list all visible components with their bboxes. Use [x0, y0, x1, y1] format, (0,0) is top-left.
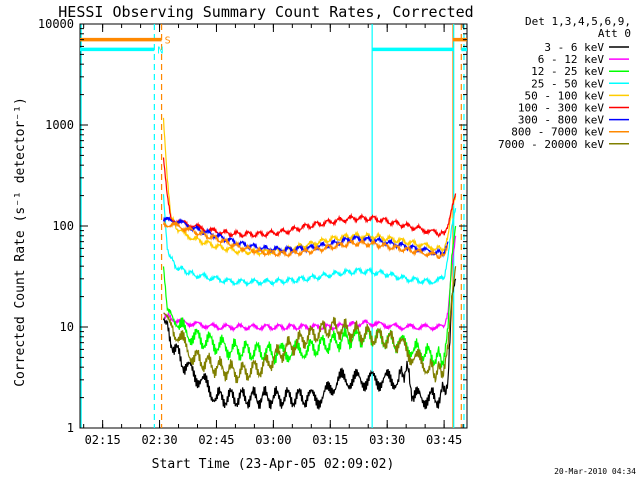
x-tick-label: 03:45 — [426, 433, 462, 447]
series-lines — [162, 117, 457, 410]
y-tick-label: 1000 — [45, 118, 74, 132]
legend-item-label: 300 - 800 keV — [518, 114, 604, 127]
x-axis: 02:15 02:30 02:45 03:00 03:15 03:30 03:45 — [83, 24, 464, 447]
y-tick-label: 10000 — [38, 17, 74, 31]
x-tick-label: 02:15 — [85, 433, 121, 447]
flag-bars: SN — [80, 36, 467, 56]
x-tick-label: 03:30 — [369, 433, 405, 447]
legend-item-label: 100 - 300 keV — [518, 102, 604, 115]
y-tick-label: 100 — [52, 219, 74, 233]
legend-item-label: 12 - 25 keV — [531, 65, 604, 78]
x-tick-label: 03:00 — [255, 433, 291, 447]
y-tick-label: 1 — [67, 421, 74, 435]
flag-label-s: S — [165, 36, 171, 47]
flag-label-n: N — [157, 45, 163, 56]
legend-item-label: 50 - 100 keV — [525, 89, 605, 102]
chart-title: HESSI Observing Summary Count Rates, Cor… — [58, 3, 473, 21]
y-axis-label: Corrected Count Rate (s⁻¹ detector⁻¹) — [13, 97, 28, 387]
x-tick-label: 02:30 — [141, 433, 177, 447]
series-line — [163, 266, 457, 384]
series-line — [162, 278, 457, 410]
legend-item-label: 25 - 50 keV — [531, 77, 604, 90]
x-tick-label: 02:45 — [198, 433, 234, 447]
series-line — [162, 157, 457, 239]
footer-timestamp: 20-Mar-2010 04:34 — [554, 467, 636, 476]
legend-item-label: 3 - 6 keV — [544, 41, 604, 54]
legend-item-label: 6 - 12 keV — [538, 53, 605, 66]
x-tick-label: 03:15 — [312, 433, 348, 447]
legend-header-line-1: Det 1,3,4,5,6,9, — [525, 15, 631, 28]
legend-item-label: 800 - 7000 keV — [511, 126, 604, 139]
series-line — [163, 235, 457, 333]
legend-header-line-2: Att 0 — [598, 27, 631, 40]
y-tick-label: 10 — [60, 320, 74, 334]
x-axis-label: Start Time (23-Apr-05 02:09:02) — [152, 457, 395, 472]
series-line — [162, 194, 457, 288]
series-line — [162, 220, 449, 260]
series-line — [162, 117, 457, 258]
legend-item-label: 7000 - 20000 keV — [498, 138, 604, 151]
y-axis: 1 10 100 1000 10000 — [38, 17, 467, 435]
